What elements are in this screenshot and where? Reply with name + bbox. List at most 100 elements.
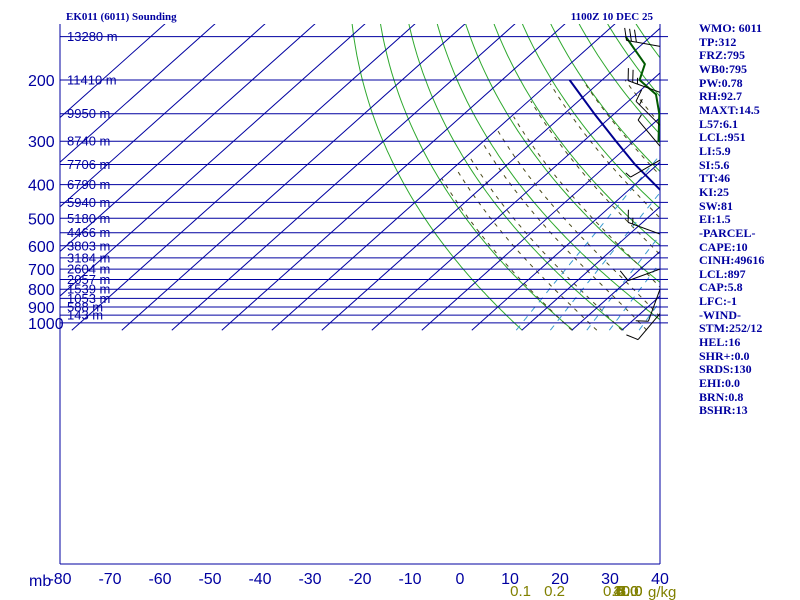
temperature-tick-label: -70 (98, 571, 121, 588)
wind-barb (624, 27, 661, 47)
sounding-index: EHI:0.0 (699, 376, 741, 391)
height-level-label: 6790 m (67, 177, 110, 192)
pressure-tick-label: 400 (28, 178, 55, 195)
mixing-ratio-line (515, 154, 660, 331)
pressure-unit-label: mb (29, 573, 51, 590)
sounding-index: TP:312 (699, 34, 737, 49)
height-level-label: 4466 m (67, 225, 110, 240)
height-level-label: 2057 m (67, 272, 110, 287)
isotherm-line (221, 24, 566, 331)
mixing-ratio-label: 0.2 (544, 583, 565, 600)
mixing-ratio-line (586, 234, 660, 331)
wind-barb (627, 209, 661, 235)
pressure-tick-label: 900 (28, 300, 55, 317)
height-level-label: 1053 m (67, 291, 110, 306)
moist-adiabat-line (497, 130, 660, 318)
valid-time: 1100Z 10 DEC 25 (571, 11, 654, 23)
height-level-label: 5940 m (67, 195, 110, 210)
mixing-ratio-line (608, 261, 660, 331)
sounding-index: LI:5.9 (699, 143, 731, 158)
sounding-index: FRZ:795 (699, 48, 745, 63)
axis-labels: 100200300400500600700800900100015800 m13… (28, 29, 669, 600)
moist-adiabat-line (455, 168, 598, 331)
height-level-label: 2604 m (67, 262, 110, 277)
pressure-tick-label: 200 (28, 73, 55, 90)
mixing-ratio-label: 40.0 (613, 583, 642, 600)
height-level-label: 1539 m (67, 282, 110, 297)
diagram-background-lines (60, 24, 660, 331)
temperature-tick-label: -40 (248, 571, 271, 588)
sounding-index: MAXT:14.5 (699, 102, 760, 117)
isotherm-line (571, 250, 660, 331)
dry-adiabat-line (493, 24, 660, 247)
sounding-index: BRN:0.8 (699, 389, 744, 404)
sounding-index: PW:0.78 (699, 75, 743, 90)
height-level-label: 8740 m (67, 134, 110, 149)
height-level-label: 13280 m (67, 29, 118, 44)
sounding-index: SI:5.6 (699, 157, 730, 172)
mixing-ratio-label: 10.0 (613, 583, 642, 600)
mixing-ratio-label: 0.1 (510, 583, 531, 600)
wind-barb (635, 289, 661, 322)
mixing-ratio-label: 20.0 (613, 583, 642, 600)
height-level-label: 3803 m (67, 238, 110, 253)
temperature-tick-label: -30 (298, 571, 321, 588)
sounding-index: -WIND- (699, 307, 741, 322)
height-level-label: 5180 m (67, 211, 110, 226)
wind-barbs (619, 27, 661, 341)
sounding-index: LCL:951 (699, 130, 746, 145)
sounding-index: CAP:5.8 (699, 280, 743, 295)
wind-barb (627, 68, 661, 93)
sounding-index: CAPE:10 (699, 239, 748, 254)
sounding-index: TT:46 (699, 171, 731, 186)
wind-barb (635, 89, 661, 126)
sounding-index: WMO: 6011 (699, 21, 762, 35)
sounding-traces (568, 36, 660, 192)
sounding-index: SHR+:0.0 (699, 348, 750, 363)
isotherm-line (171, 24, 516, 331)
isotherm-line (60, 24, 316, 253)
pressure-tick-label: 300 (28, 134, 55, 151)
isotherm-line (71, 24, 416, 331)
parcel-trace (568, 79, 660, 192)
sounding-index: RH:92.7 (699, 89, 742, 104)
temperature-tick-label: -20 (348, 571, 371, 588)
temperature-tick-label: 0 (456, 571, 465, 588)
dry-adiabat-line (380, 24, 574, 331)
temperature-tick-label: -80 (48, 571, 71, 588)
isotherm-line (60, 24, 216, 163)
sounding-index: WB0:795 (699, 61, 747, 76)
dry-adiabat-line (465, 24, 660, 284)
dry-adiabat-line (408, 24, 624, 331)
dry-adiabat-line (550, 24, 660, 173)
mixing-ratio-line (549, 191, 660, 331)
mixing-ratio-label: 3.0 (618, 583, 639, 600)
pressure-tick-label: 500 (28, 211, 55, 228)
isotherm-line (271, 24, 616, 331)
isotherm-line (521, 206, 660, 331)
wind-barb (637, 114, 661, 147)
dry-adiabat-line (578, 24, 660, 135)
temperature-tick-label: -10 (398, 571, 421, 588)
height-level-label: 11410 m (67, 73, 117, 88)
temperature-tick-label: 30 (601, 571, 619, 588)
sounding-index: -PARCEL- (699, 225, 756, 240)
moist-adiabat-line (549, 83, 660, 219)
sounding-index: SRDS:130 (699, 362, 752, 377)
dry-adiabat-line (521, 24, 660, 210)
isotherm-line (321, 27, 660, 331)
pressure-tick-label: 800 (28, 282, 55, 299)
sounding-index: L57:6.1 (699, 116, 738, 131)
height-level-label: 588 m (67, 300, 103, 315)
temperature-tick-label: 10 (501, 571, 519, 588)
height-level-label: 7706 m (67, 157, 110, 172)
sounding-index: LCL:897 (699, 266, 746, 281)
mixing-ratio-label: 1.0 (618, 583, 639, 600)
pressure-tick-label: 700 (28, 262, 55, 279)
mixing-ratio-unit: g/kg (648, 584, 676, 600)
isotherm-line (421, 116, 660, 331)
moist-adiabat-line (441, 178, 573, 331)
moist-adiabat-line (482, 143, 648, 331)
height-level-label: 143 m (67, 308, 103, 323)
